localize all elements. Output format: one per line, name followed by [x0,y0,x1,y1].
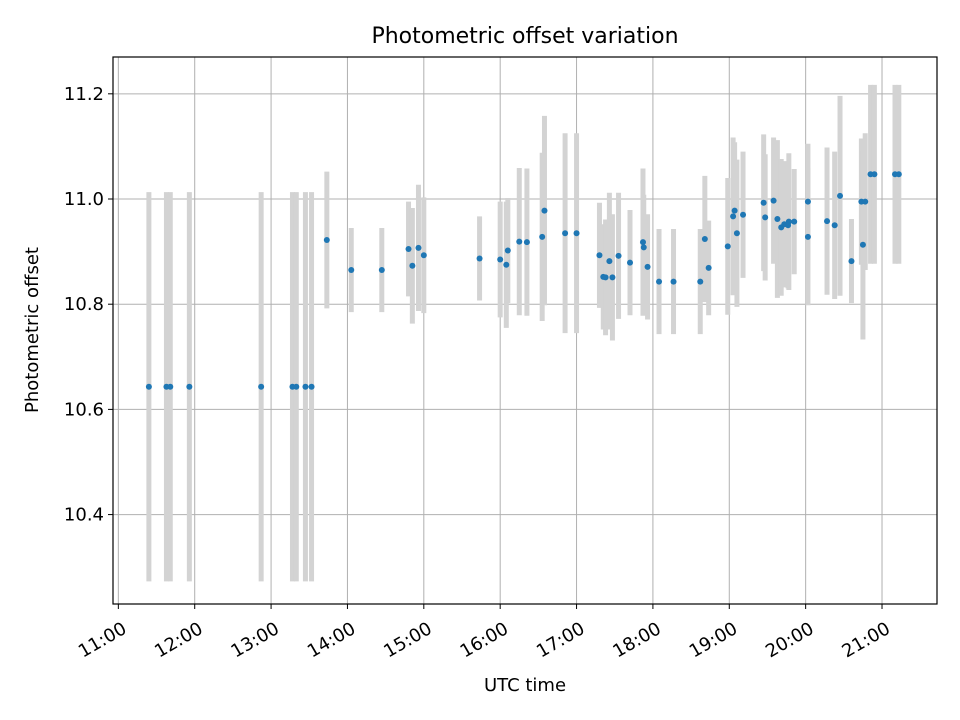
data-point [848,258,855,265]
data-point [145,383,152,390]
data-point [167,383,174,390]
data-point [405,245,412,252]
data-point [523,239,530,246]
data-point [323,237,330,244]
y-tick-label: 11.2 [64,84,104,105]
data-point [415,244,422,251]
data-point [539,233,546,240]
data-point [541,207,548,214]
data-point [859,241,866,248]
data-point [606,258,613,265]
data-point [348,267,355,274]
data-point [562,230,569,237]
data-point [731,207,738,214]
data-point [609,274,616,281]
data-point [302,383,309,390]
data-point [378,267,385,274]
data-points [145,171,902,390]
data-point [762,214,769,221]
data-point [837,192,844,199]
data-point [602,274,609,281]
data-point [615,252,622,259]
y-tick-label: 10.6 [64,399,104,420]
y-axis-label: Photometric offset [22,247,43,413]
data-point [516,238,523,245]
data-point [724,243,731,250]
data-point [420,252,427,259]
data-point [503,261,510,268]
data-point [831,222,838,229]
data-point [791,218,798,225]
data-point [656,278,663,285]
data-point [730,213,737,220]
data-point [804,198,811,205]
data-point [644,263,651,270]
data-point [785,218,792,225]
data-point [627,259,634,266]
y-tick-label: 10.8 [64,294,104,315]
data-point [639,239,646,246]
data-point [740,211,747,218]
data-point [862,198,869,205]
x-axis-label: UTC time [484,675,566,696]
data-point [774,215,781,222]
data-point [760,199,767,206]
chart-title: Photometric offset variation [371,24,678,49]
y-tick-label: 10.4 [64,505,104,526]
y-tick-label: 11.0 [64,189,104,210]
data-point [258,383,265,390]
data-point [476,255,483,262]
data-point [573,230,580,237]
data-point [705,264,712,271]
data-point [824,218,831,225]
data-point [409,262,416,269]
data-point [697,278,704,285]
data-point [504,247,511,254]
y-axis-ticks: 10.4 10.6 10.8 11.0 11.2 [64,84,113,526]
data-point [871,171,878,178]
data-point [640,244,647,251]
axes-frame [112,56,938,605]
data-point [497,256,504,263]
data-point [701,235,708,242]
data-point [293,383,300,390]
data-point [804,233,811,240]
data-point [895,171,902,178]
data-point [770,197,777,204]
data-point [596,252,603,259]
data-point [733,230,740,237]
data-point [670,278,677,285]
data-point [308,383,315,390]
data-point [186,383,193,390]
